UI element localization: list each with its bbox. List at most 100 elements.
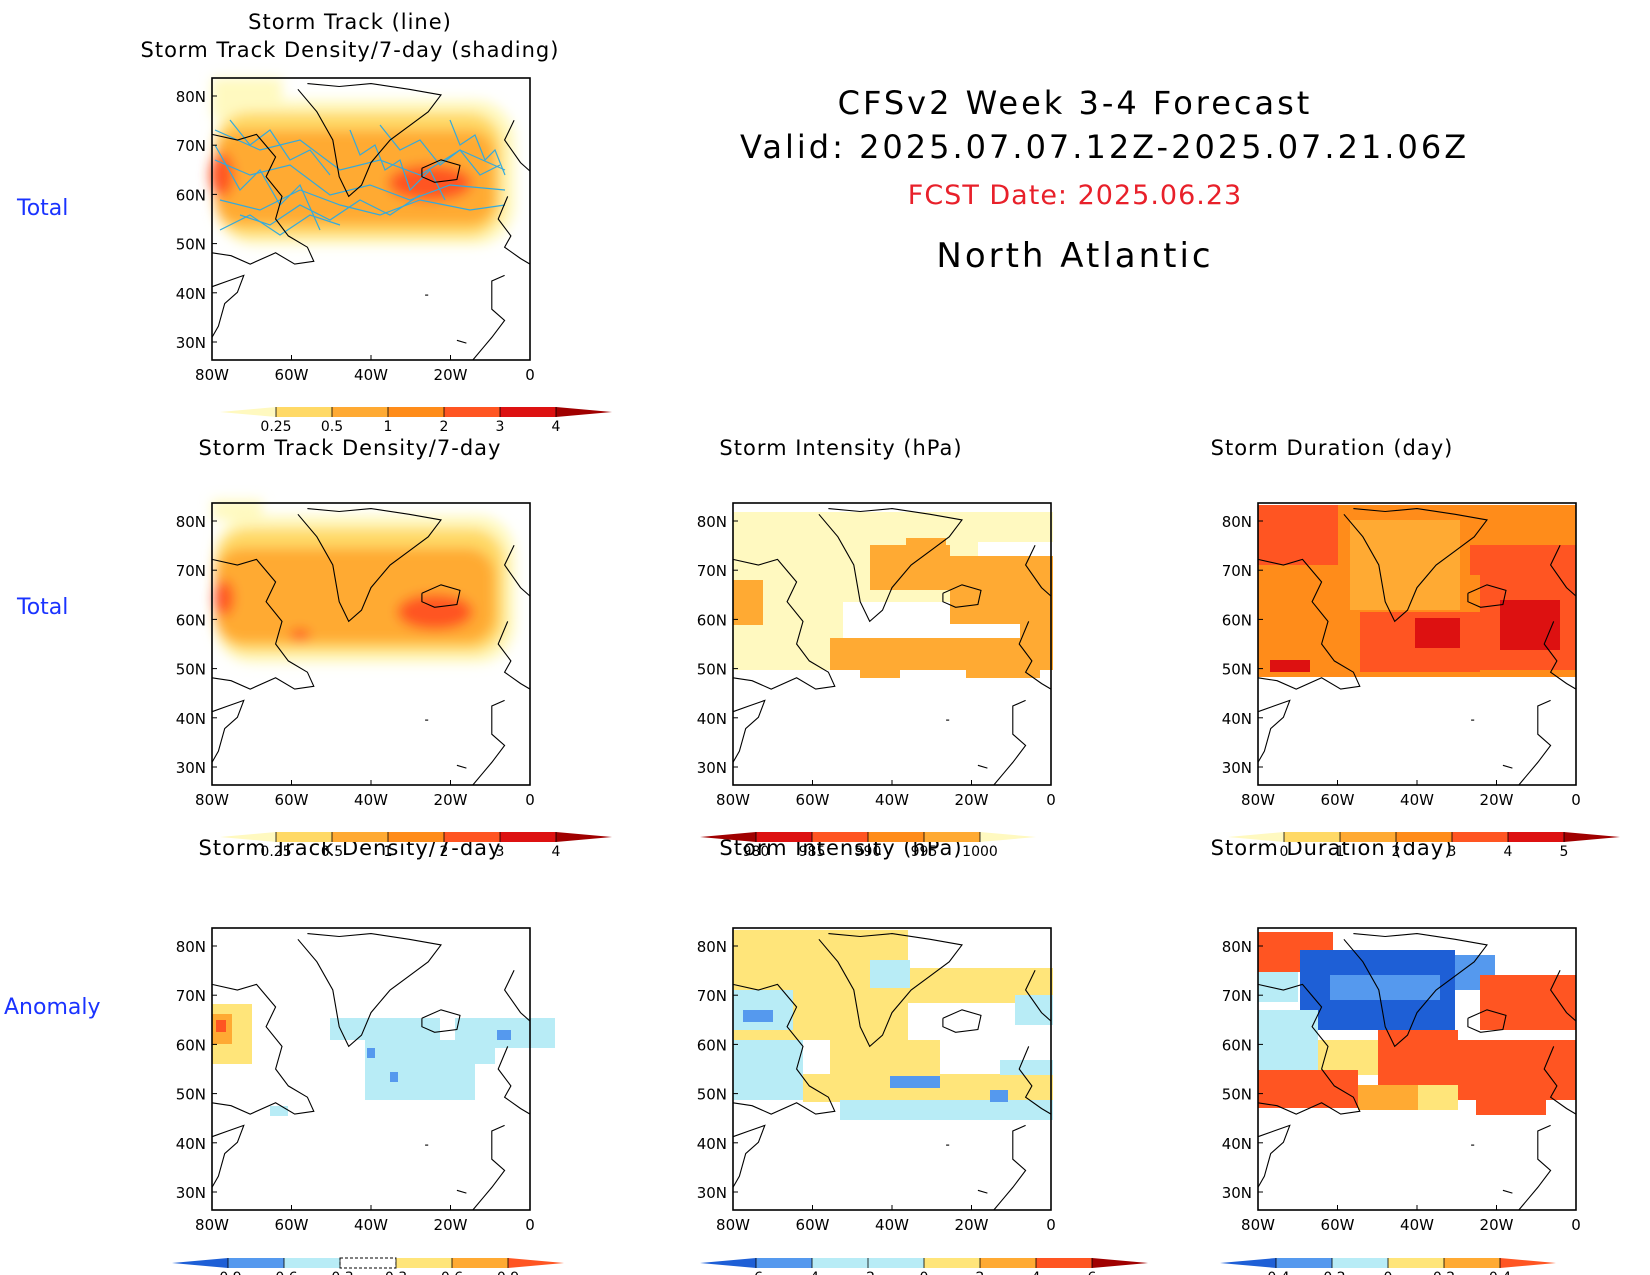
lon-tick-label: 80W [1241,1216,1275,1234]
lon-tick-label: 0 [525,1216,535,1234]
panel-title-track-shading: Storm Track Density/7-day (shading) [140,38,560,62]
lat-tick-label: 60N [1222,611,1252,629]
coastline [421,159,461,183]
colorbar-segment [444,407,500,417]
colorbar-label: 3 [496,419,505,435]
lat-tick-label: 80N [1222,938,1252,956]
colorbar-segment [868,832,924,842]
colorbar-label: 995 [911,844,938,860]
lon-tick-label: 60W [796,1216,830,1234]
colorbar-label: 6 [1088,1270,1097,1275]
colorbar-label: 980 [743,844,770,860]
colorbar-segment [1220,1258,1276,1268]
colorbar-segment [444,832,500,842]
lon-tick-label: 60W [275,791,309,809]
row-label-total-1: Total [17,196,69,221]
coastline [942,584,982,608]
lat-tick-label: 80N [697,513,727,531]
lon-tick-label: 40W [875,1216,909,1234]
panel-track-total: 80N 70N 60N 50N 40N 30N 80W 60W 40W 20W 0 0.25 0.5 1 2… [176,77,612,435]
lat-tick-label: 50N [697,661,727,679]
colorbar-segment [1564,832,1620,842]
coastline [1018,621,1052,690]
coastline [497,621,531,690]
lat-tick-label: 50N [176,1086,206,1104]
colorbar-segment [172,1258,228,1268]
lat-tick-label: 70N [176,137,206,155]
row-label-total-2: Total [17,595,69,620]
lon-tick-label: 40W [875,791,909,809]
lat-tick-label: 30N [1222,1184,1252,1202]
coastline [503,120,531,172]
lat-tick-label: 60N [176,186,206,204]
fcst-date: FCST Date: 2025.06.23 [907,180,1243,211]
lat-tick-label: 60N [697,611,727,629]
coastline [456,1189,467,1194]
colorbar-segment [556,407,612,417]
coastline [456,764,467,769]
coastline [1257,699,1291,763]
coastline [297,83,442,198]
lat-tick-label: 30N [176,759,206,777]
colorbar-label: 0.2 [1433,1270,1455,1275]
colorbar-segment [756,832,812,842]
row-label-anomaly: Anomaly [4,995,101,1020]
colorbar-label: 4 [552,419,561,435]
coastline [1343,508,1488,623]
colorbar-segment [700,1258,756,1268]
coastline [1257,1124,1291,1188]
lat-tick-label: 50N [1222,1086,1252,1104]
colorbar-segment [276,407,332,417]
map-density-total [212,500,515,663]
colorbar-segment [388,407,444,417]
coastline [1518,1124,1552,1211]
coastline [211,558,315,690]
lon-tick-label: 0 [1571,1216,1581,1234]
colorbar-label: 3 [1448,844,1457,860]
colorbar-label: 4 [1504,844,1513,860]
lat-tick-label: 40N [1222,710,1252,728]
colorbar-label: -0.9 [214,1270,241,1275]
lon-tick-label: 60W [275,366,309,384]
colorbar-segment [868,1258,924,1268]
colorbar-segment [1396,832,1452,842]
colorbar-label: 0.5 [321,844,343,860]
header-valid-range: Valid: 2025.07.07.12Z-2025.07.21.06Z [740,128,1470,166]
colorbar-label: 4 [552,844,561,860]
lat-tick-label: 30N [697,1184,727,1202]
map-intensity-total [733,512,1053,678]
coastline [1467,584,1507,608]
coastline [503,970,531,1022]
panel-density-anom: 80N70N60N50N40N30N80W60W40W20W0-0.9-0.6-… [172,927,564,1275]
coastline [1543,621,1577,690]
coastline [297,933,442,1048]
colorbar-segment [228,1258,284,1268]
lat-tick-label: 40N [176,710,206,728]
lon-tick-label: 20W [434,366,468,384]
colorbar-label: 990 [855,844,882,860]
lat-tick-label: 60N [1222,1036,1252,1054]
lon-tick-label: 40W [1400,791,1434,809]
coastline [818,933,963,1048]
lat-tick-label: 30N [176,334,206,352]
lat-tick-label: 40N [697,710,727,728]
colorbar-segment [700,832,756,842]
colorbar-label: 1000 [962,844,998,860]
colorbar-label: -0.3 [326,1270,353,1275]
colorbar-label: 0.25 [260,419,291,435]
lat-tick-label: 80N [176,513,206,531]
lon-tick-label: 0 [1046,791,1056,809]
coastline [977,764,988,769]
colorbar-segment [1452,832,1508,842]
colorbar-label: 0 [920,1270,929,1275]
colorbar-segment [924,1258,980,1268]
colorbar-label: 985 [799,844,826,860]
colorbar-label: 4 [1032,1270,1041,1275]
colorbar-segment [276,832,332,842]
lat-tick-label: 70N [697,562,727,580]
lon-tick-label: 80W [195,791,229,809]
lon-tick-label: 60W [1321,1216,1355,1234]
lon-tick-label: 60W [796,791,830,809]
colorbar-label: 2 [976,1270,985,1275]
panel-title-density-total: Storm Track Density/7-day [198,436,502,460]
